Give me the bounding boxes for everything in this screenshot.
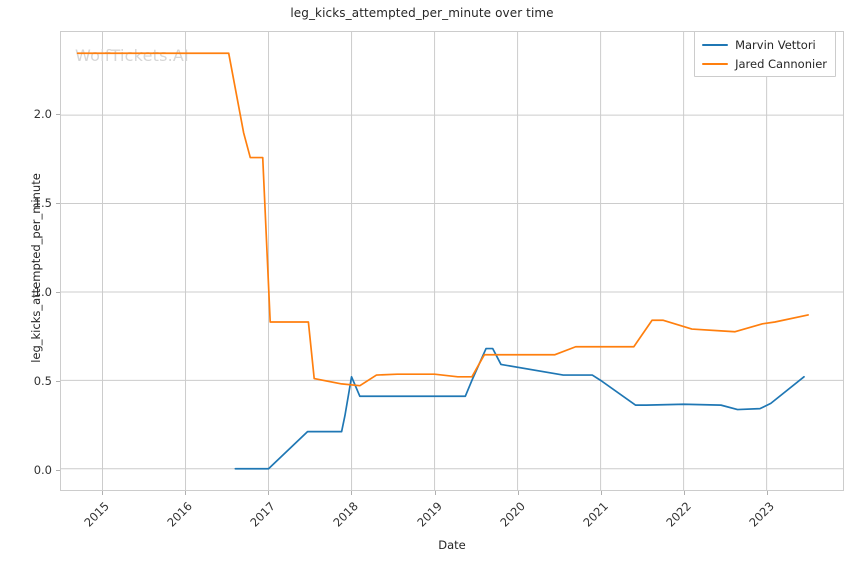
plot-area: WolfTickets.AI <box>60 31 844 491</box>
x-axis-tick-mark <box>684 491 686 495</box>
x-axis-tick-mark <box>268 491 270 495</box>
x-axis-tick-mark <box>517 491 519 495</box>
legend-color-swatch <box>702 43 729 46</box>
chart-title: leg_kicks_attempted_per_minute over time <box>290 6 554 20</box>
y-axis-label-wrap: leg_kicks_attempted_per_minute <box>0 0 43 363</box>
legend-item-jared-cannonier[interactable]: Jared Cannonier <box>702 56 827 71</box>
legend-item-label: Jared Cannonier <box>735 56 827 71</box>
y-axis-tick-label: 2.0 <box>33 107 52 122</box>
y-axis-tick-label: 0.5 <box>33 373 52 388</box>
y-axis-tick-label: 0.0 <box>33 462 52 477</box>
x-axis-tick-mark <box>767 491 769 495</box>
legend-color-swatch <box>702 62 729 65</box>
y-axis-label: leg_kicks_attempted_per_minute <box>29 173 43 363</box>
y-axis-tick-label: 1.0 <box>33 285 52 300</box>
x-axis-tick-mark <box>101 491 103 495</box>
x-axis-tick-mark <box>184 491 186 495</box>
x-axis-label: Date <box>438 538 466 552</box>
x-axis-tick-mark <box>600 491 602 495</box>
series-lines <box>76 52 809 470</box>
watermark-label: WolfTickets.AI <box>75 46 189 65</box>
legend-item-marvin-vettori[interactable]: Marvin Vettori <box>702 37 827 52</box>
legend-item-label: Marvin Vettori <box>735 37 816 52</box>
x-axis-tick-mark <box>434 491 436 495</box>
chart-legend: Marvin Vettori Jared Cannonier <box>694 31 836 77</box>
y-axis-tick-label: 1.5 <box>33 196 52 211</box>
grid-lines <box>61 32 843 490</box>
x-axis-tick-mark <box>351 491 353 495</box>
